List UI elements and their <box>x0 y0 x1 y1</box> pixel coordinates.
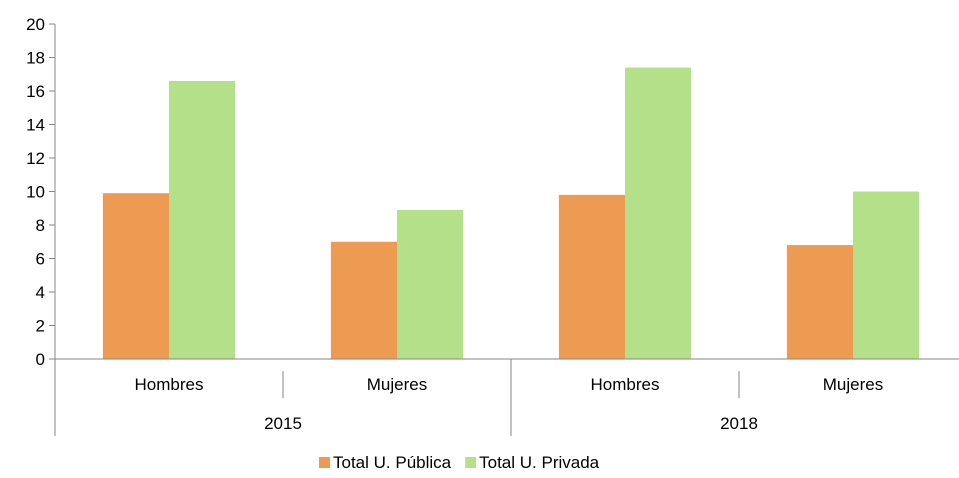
x-category-label: Hombres <box>135 375 204 394</box>
x-group-label: 2018 <box>720 414 758 433</box>
legend-swatch <box>319 457 330 468</box>
legend-label: Total U. Pública <box>333 453 452 472</box>
legend-label: Total U. Privada <box>479 453 600 472</box>
y-tick-label: 8 <box>36 216 45 235</box>
bar-publica <box>558 194 625 359</box>
y-tick-label: 20 <box>26 15 45 34</box>
legend: Total U. Pública Total U. Privada <box>319 453 600 472</box>
y-tick-label: 10 <box>26 183 45 202</box>
x-group-label: 2015 <box>264 414 302 433</box>
y-tick-label: 16 <box>26 82 45 101</box>
x-category-label: Mujeres <box>823 375 883 394</box>
bar-publica <box>786 245 853 359</box>
y-axis: 0 2 4 6 8 10 12 14 16 18 20 <box>26 15 56 369</box>
x-axis: Hombres Mujeres Hombres Mujeres 2015 2018 <box>54 358 959 436</box>
y-tick-label: 6 <box>36 250 45 269</box>
y-tick-label: 0 <box>36 350 45 369</box>
bar-privada <box>397 209 464 359</box>
legend-swatch <box>465 457 477 468</box>
bar-privada <box>625 67 692 360</box>
legend-item: Total U. Privada <box>465 453 600 472</box>
legend-item: Total U. Pública <box>319 453 452 472</box>
x-category-label: Mujeres <box>367 375 427 394</box>
bar-publica <box>330 241 397 359</box>
y-tick-label: 18 <box>26 49 45 68</box>
y-tick-label: 2 <box>36 317 45 336</box>
bar-privada <box>169 80 236 359</box>
y-tick-label: 12 <box>26 149 45 168</box>
bars <box>102 67 920 360</box>
x-category-label: Hombres <box>591 375 660 394</box>
y-tick-label: 14 <box>26 116 45 135</box>
y-tick-label: 4 <box>36 283 45 302</box>
bar-publica <box>102 193 169 359</box>
bar-privada <box>853 191 920 359</box>
